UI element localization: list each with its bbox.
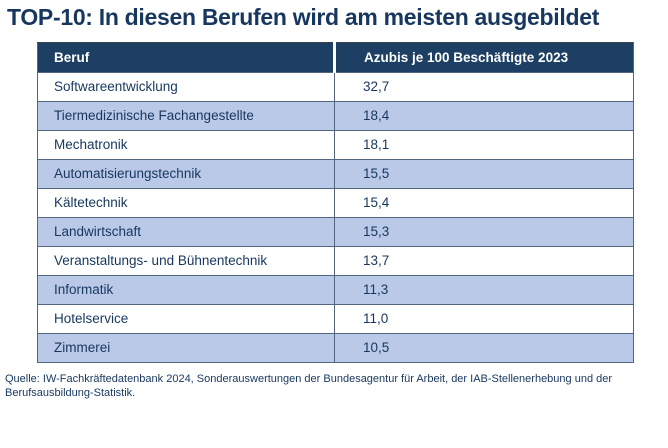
- value-cell: 10,5: [334, 332, 634, 363]
- value-cell: 18,4: [334, 100, 634, 131]
- value-cell: 15,5: [334, 158, 634, 189]
- table-header: Beruf Azubis je 100 Beschäftigte 2023: [37, 41, 634, 73]
- table-row: Kältetechnik 15,4: [37, 187, 634, 218]
- top10-table: Beruf Azubis je 100 Beschäftigte 2023 So…: [37, 41, 634, 363]
- value-cell: 11,0: [334, 303, 634, 334]
- beruf-cell: Hotelservice: [37, 303, 335, 334]
- table-row: Informatik 11,3: [37, 274, 634, 305]
- value-cell: 11,3: [334, 274, 634, 305]
- table-row: Softwareentwicklung 32,7: [37, 71, 634, 102]
- table-row: Automatisierungstechnik 15,5: [37, 158, 634, 189]
- table-row: Landwirtschaft 15,3: [37, 216, 634, 247]
- table-body: Softwareentwicklung 32,7 Tiermedizinisch…: [37, 71, 634, 363]
- beruf-cell: Automatisierungstechnik: [37, 158, 335, 189]
- column-header-azubis: Azubis je 100 Beschäftigte 2023: [333, 41, 634, 73]
- beruf-cell: Kältetechnik: [37, 187, 335, 218]
- value-cell: 13,7: [334, 245, 634, 276]
- table-row: Hotelservice 11,0: [37, 303, 634, 334]
- value-cell: 15,4: [334, 187, 634, 218]
- value-cell: 15,3: [334, 216, 634, 247]
- column-header-beruf: Beruf: [37, 41, 335, 73]
- source-note: Quelle: IW-Fachkräftedatenbank 2024, Son…: [5, 372, 613, 400]
- beruf-cell: Informatik: [37, 274, 335, 305]
- beruf-cell: Tiermedizinische Fachangestellte: [37, 100, 335, 131]
- beruf-cell: Landwirtschaft: [37, 216, 335, 247]
- beruf-cell: Softwareentwicklung: [37, 71, 335, 102]
- value-cell: 18,1: [334, 129, 634, 160]
- header-row: Beruf Azubis je 100 Beschäftigte 2023: [37, 41, 634, 73]
- table-row: Veranstaltungs- und Bühnentechnik 13,7: [37, 245, 634, 276]
- beruf-cell: Zimmerei: [37, 332, 335, 363]
- table-row: Tiermedizinische Fachangestellte 18,4: [37, 100, 634, 131]
- beruf-cell: Veranstaltungs- und Bühnentechnik: [37, 245, 335, 276]
- value-cell: 32,7: [334, 71, 634, 102]
- beruf-cell: Mechatronik: [37, 129, 335, 160]
- table-row: Mechatronik 18,1: [37, 129, 634, 160]
- page-title: TOP-10: In diesen Berufen wird am meiste…: [7, 4, 600, 30]
- table-row: Zimmerei 10,5: [37, 332, 634, 363]
